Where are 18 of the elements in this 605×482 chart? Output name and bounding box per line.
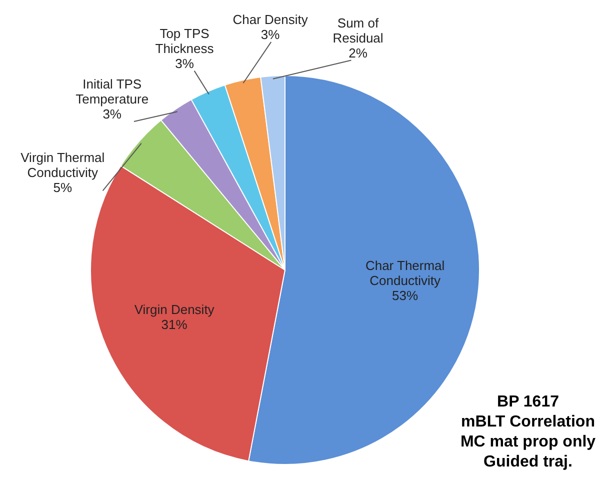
text: BP 1617 (497, 393, 560, 410)
slice-label: Top TPS Thickness (155, 26, 214, 56)
data-label: 3% (175, 56, 194, 71)
data-label: 2% (348, 45, 368, 60)
data-label: 5% (53, 180, 72, 195)
text: Guided traj. (484, 453, 572, 470)
slice-label: Char Thermal Conductivity (365, 258, 445, 288)
slice-label: Initial TPS Temperature (76, 76, 149, 107)
slice-label: Char Density (232, 12, 308, 28)
slice-label: Virgin Thermal Conductivity (20, 150, 105, 180)
text: mBLT Correlation (461, 413, 595, 430)
slice-label: Sum of Residual (332, 15, 384, 46)
slice-label: Virgin Density (134, 302, 215, 317)
data-label: 53% (392, 288, 418, 303)
data-label: 3% (102, 106, 122, 122)
data-label: 3% (260, 27, 280, 42)
text: MC mat prop only (460, 433, 596, 450)
data-label: 31% (161, 316, 188, 332)
